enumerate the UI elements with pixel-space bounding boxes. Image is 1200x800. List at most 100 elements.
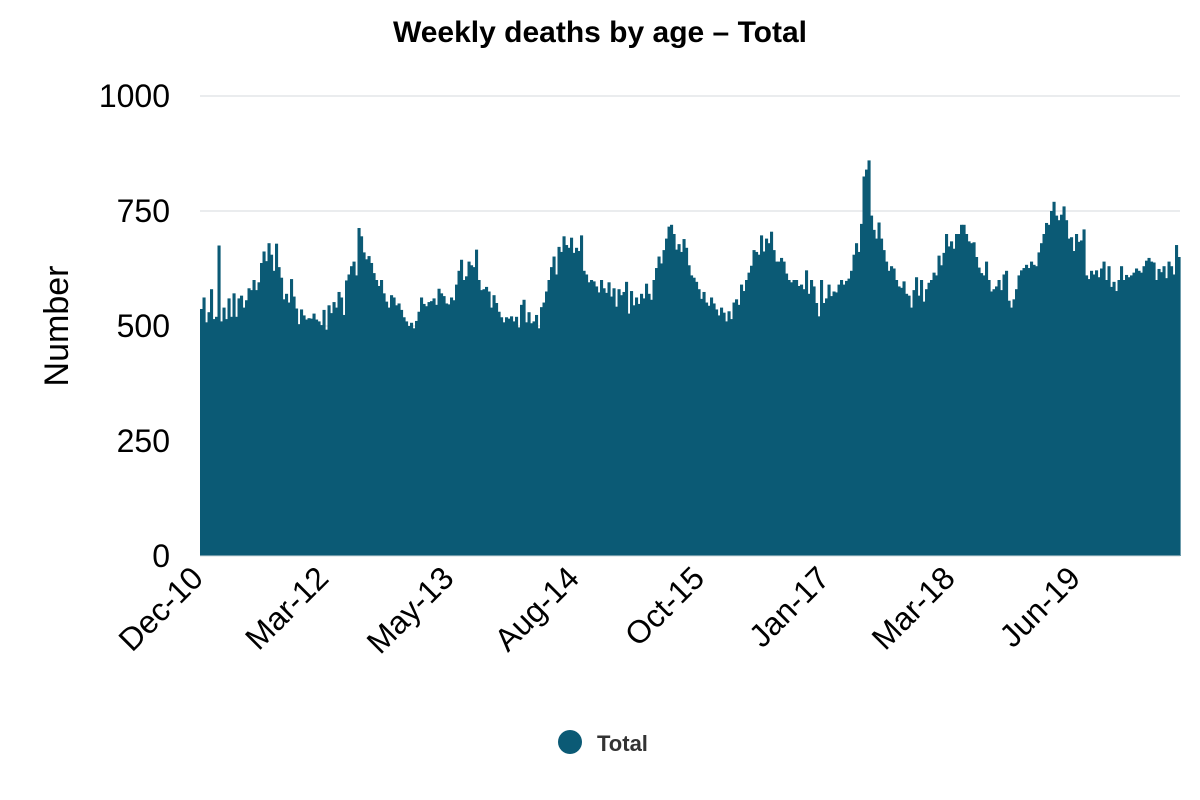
bar [565, 245, 569, 557]
bar [895, 280, 899, 556]
bar [385, 301, 389, 556]
bar [1072, 251, 1076, 556]
bar [992, 289, 996, 556]
bar [952, 248, 956, 556]
bar [995, 286, 999, 556]
bar [815, 303, 819, 556]
bar [1015, 289, 1019, 556]
bar [872, 229, 876, 557]
bar [897, 286, 901, 556]
bar [787, 280, 791, 556]
bar [677, 244, 681, 556]
bar [215, 316, 219, 556]
bar [440, 293, 444, 556]
bar [250, 290, 254, 556]
bar [835, 292, 839, 556]
bar [800, 284, 804, 556]
bar [330, 313, 334, 556]
bar [695, 281, 699, 556]
bar [1077, 241, 1081, 556]
bar [857, 251, 861, 556]
bar [582, 270, 586, 556]
bar [497, 311, 501, 556]
bar [782, 261, 786, 556]
bar [962, 224, 966, 557]
bar [987, 280, 991, 556]
bar [622, 291, 626, 556]
bar [700, 298, 704, 556]
bar [1132, 272, 1136, 556]
bar [380, 280, 384, 556]
bar [960, 224, 964, 557]
bar [1152, 262, 1156, 556]
bar [630, 291, 634, 556]
bar [230, 316, 234, 556]
bar [322, 309, 326, 556]
bar [950, 241, 954, 557]
bar [420, 297, 424, 556]
bar [885, 261, 889, 556]
bar [817, 316, 821, 556]
bar [297, 324, 301, 556]
bar [1135, 268, 1139, 556]
bar [340, 297, 344, 556]
bar [645, 283, 649, 556]
bar [690, 275, 694, 556]
bar [587, 282, 591, 556]
bar [472, 267, 476, 556]
legend[interactable]: Total [558, 730, 648, 756]
bar [320, 325, 324, 556]
bar [900, 287, 904, 556]
bar [435, 304, 439, 556]
bar [825, 298, 829, 556]
bar [747, 272, 751, 556]
bar [890, 266, 894, 556]
bar [1175, 245, 1179, 557]
bar [665, 238, 669, 556]
bar [1130, 275, 1134, 556]
bar [545, 291, 549, 556]
bar [985, 261, 989, 556]
bar [715, 309, 719, 556]
bar [1000, 290, 1004, 556]
bar [760, 235, 764, 556]
bar [1140, 272, 1144, 556]
bar [437, 288, 441, 556]
bar [612, 288, 616, 556]
bar [362, 252, 366, 556]
bar [865, 169, 869, 556]
bar [670, 224, 674, 557]
bar [450, 297, 454, 556]
bar [1055, 215, 1059, 556]
bar [427, 302, 431, 556]
legend-marker-total [558, 730, 582, 754]
bar [600, 280, 604, 556]
bar [827, 284, 831, 556]
bar [980, 273, 984, 556]
bar [277, 267, 281, 556]
bar [1172, 274, 1176, 556]
bar [510, 316, 514, 556]
bar [667, 226, 671, 556]
bar [312, 313, 316, 556]
bar [820, 280, 824, 556]
bar [882, 250, 886, 556]
bar [350, 266, 354, 556]
bar [315, 319, 319, 556]
bar [1075, 234, 1079, 556]
bar [775, 261, 779, 556]
bar [842, 284, 846, 556]
bar [655, 268, 659, 556]
bar [407, 326, 411, 556]
bar [947, 246, 951, 557]
bar [432, 298, 436, 556]
bar [302, 315, 306, 556]
x-tick-label: Mar-18 [865, 559, 962, 656]
bar [365, 259, 369, 556]
bar [205, 322, 209, 556]
bar [292, 296, 296, 556]
bar [405, 321, 409, 556]
bar [1010, 307, 1014, 556]
bar [892, 268, 896, 556]
bar [810, 280, 814, 556]
